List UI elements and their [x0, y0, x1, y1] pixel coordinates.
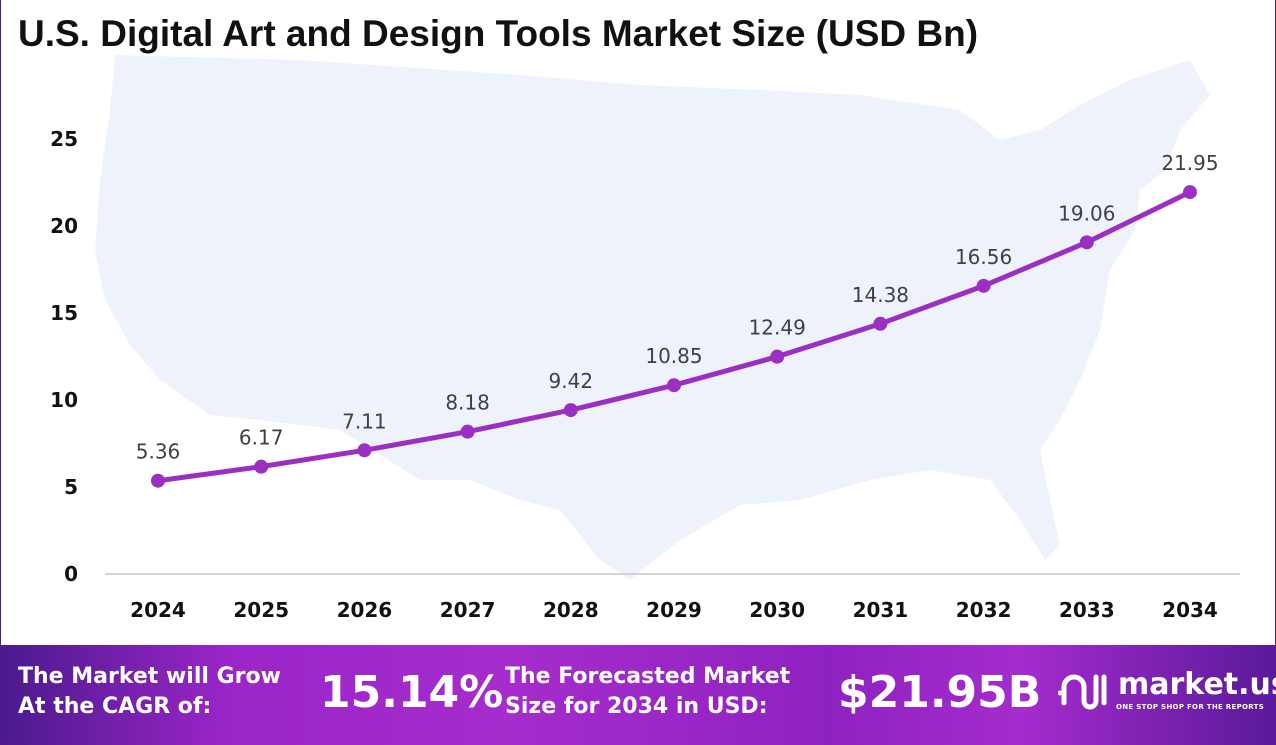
data-point: [873, 316, 888, 331]
x-tick-label: 2034: [1162, 598, 1218, 622]
data-label: 10.85: [645, 344, 702, 368]
data-point: [254, 459, 269, 474]
logo-tagline: ONE STOP SHOP FOR THE REPORTS: [1116, 703, 1265, 711]
x-tick-label: 2025: [233, 598, 289, 622]
data-label: 8.18: [445, 391, 490, 415]
data-point: [1079, 235, 1094, 250]
x-tick-label: 2024: [130, 598, 186, 622]
forecast-label: The Forecasted Market Size for 2034 in U…: [505, 662, 790, 722]
y-tick-label: 20: [50, 214, 78, 238]
forecast-value: $21.95B: [838, 667, 1042, 718]
chart-title: U.S. Digital Art and Design Tools Market…: [18, 13, 978, 54]
data-label: 16.56: [955, 245, 1012, 269]
y-tick-label: 0: [64, 562, 78, 586]
data-point: [667, 378, 681, 393]
us-map-background: [95, 55, 1210, 580]
x-tick-label: 2032: [956, 598, 1012, 622]
data-label: 5.36: [136, 440, 181, 464]
y-tick-label: 10: [50, 388, 78, 412]
data-label: 12.49: [749, 316, 806, 340]
cagr-label-line1: The Market will Grow: [18, 664, 281, 689]
data-point: [460, 424, 475, 439]
data-point: [151, 473, 165, 488]
market-us-logo: market.us ONE STOP SHOP FOR THE REPORTS: [1057, 667, 1276, 715]
x-tick-label: 2026: [337, 598, 393, 622]
data-label: 14.38: [852, 283, 909, 307]
data-point: [357, 443, 372, 458]
cagr-label: The Market will Grow At the CAGR of:: [18, 662, 281, 722]
y-tick-label: 25: [50, 127, 78, 151]
x-tick-label: 2033: [1059, 598, 1115, 622]
x-tick-label: 2027: [440, 598, 496, 622]
data-label: 7.11: [342, 409, 387, 433]
data-label: 9.42: [549, 369, 594, 393]
footer-banner: The Market will Grow At the CAGR of: 15.…: [0, 645, 1276, 745]
data-label: 19.06: [1058, 201, 1115, 225]
x-tick-label: 2028: [543, 598, 599, 622]
data-point: [563, 403, 578, 418]
y-tick-label: 15: [50, 301, 78, 325]
data-point: [1183, 185, 1197, 200]
logo-mark-icon: [1057, 674, 1107, 710]
logo-name: market.us: [1118, 667, 1276, 702]
data-label: 21.95: [1161, 151, 1218, 175]
forecast-label-line1: The Forecasted Market: [505, 664, 791, 689]
cagr-label-line2: At the CAGR of:: [18, 694, 212, 719]
x-tick-label: 2030: [749, 598, 805, 622]
forecast-label-line2: Size for 2034 in USD:: [505, 694, 768, 719]
cagr-value: 15.14%: [320, 667, 504, 718]
data-label: 6.17: [239, 426, 284, 450]
data-point: [976, 278, 991, 293]
x-tick-label: 2031: [853, 598, 909, 622]
y-tick-label: 5: [64, 475, 78, 499]
x-tick-label: 2029: [646, 598, 702, 622]
data-point: [770, 349, 785, 364]
